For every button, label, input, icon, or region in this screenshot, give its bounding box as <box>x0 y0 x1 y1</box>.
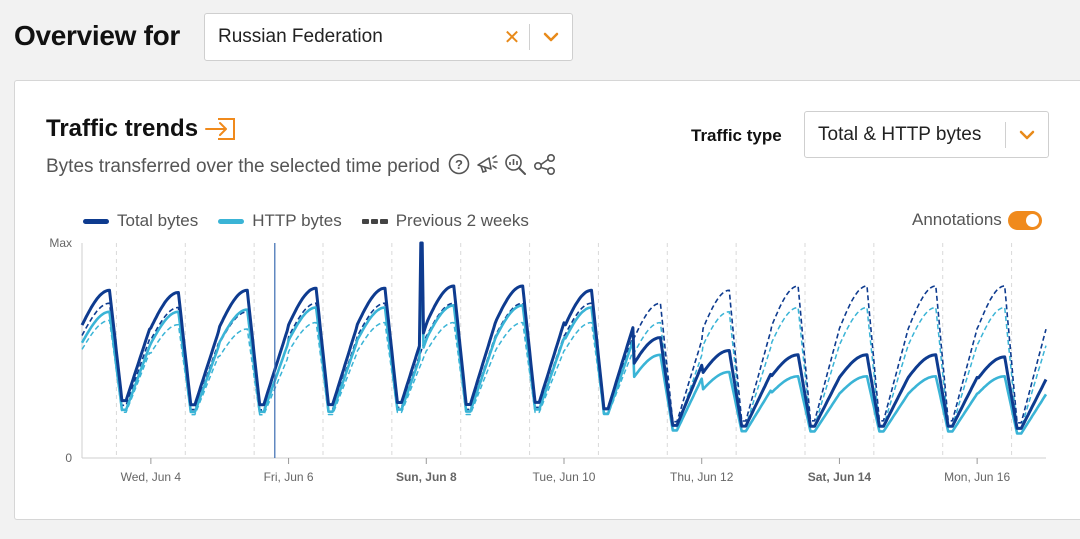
toggle-knob <box>1025 213 1039 227</box>
x-tick-label: Mon, Jun 16 <box>944 470 1010 484</box>
export-icon[interactable] <box>204 116 238 142</box>
help-icon[interactable]: ? <box>448 153 470 181</box>
card-subtitle: Bytes transferred over the selected time… <box>46 153 557 181</box>
y-tick-label-zero: 0 <box>65 451 72 465</box>
card-title: Traffic trends <box>46 115 238 143</box>
x-tick-label: Sun, Jun 8 <box>396 470 457 484</box>
chevron-down-icon[interactable] <box>530 32 572 42</box>
traffic-type-select[interactable]: Total & HTTP bytes <box>804 111 1049 158</box>
country-select-value: Russian Federation <box>218 26 383 47</box>
x-tick-label: Thu, Jun 12 <box>670 470 734 484</box>
x-tick-label: Tue, Jun 10 <box>533 470 596 484</box>
zoom-chart-icon[interactable] <box>504 153 528 181</box>
chevron-down-icon[interactable] <box>1006 130 1048 140</box>
card-title-text: Traffic trends <box>46 115 199 142</box>
page-title: Overview for <box>14 20 181 51</box>
traffic-trends-card: Traffic trends Bytes transferred over th… <box>14 80 1080 520</box>
series-line-0[interactable] <box>80 241 1048 430</box>
clear-icon[interactable]: ✕ <box>503 26 521 49</box>
series-line-1[interactable] <box>80 267 1048 435</box>
svg-text:?: ? <box>455 157 463 172</box>
country-select[interactable]: Russian Federation ✕ <box>204 13 573 61</box>
annotations-label: Annotations <box>912 210 1002 229</box>
legend-swatch-http <box>218 218 245 224</box>
traffic-chart[interactable]: Max 0 Wed, Jun 4 Fri, Jun 6 Sun, Jun 8 Tue, J… <box>15 81 1080 521</box>
legend-swatch-previous <box>361 218 388 224</box>
select-separator <box>529 24 530 50</box>
traffic-type-label: Traffic type <box>691 126 782 145</box>
x-tick-label: Sat, Jun 14 <box>808 470 872 484</box>
y-tick-label-max: Max <box>49 236 72 250</box>
select-separator <box>1005 121 1006 148</box>
announcement-icon[interactable] <box>475 153 499 181</box>
legend-item-previous[interactable]: Previous 2 weeks <box>361 211 529 231</box>
annotations-control: Annotations <box>912 210 1042 230</box>
subtitle-text: Bytes transferred over the selected time… <box>46 156 440 177</box>
legend-swatch-total <box>83 218 109 224</box>
legend-label-total: Total bytes <box>117 211 199 230</box>
chart-legend: Total bytes HTTP bytes Previous 2 weeks <box>83 211 549 231</box>
legend-label-previous: Previous 2 weeks <box>395 211 529 230</box>
traffic-type-value: Total & HTTP bytes <box>818 123 982 145</box>
share-icon[interactable] <box>533 153 557 181</box>
x-tick-label: Fri, Jun 6 <box>264 470 314 484</box>
series-line-2[interactable] <box>81 285 1047 424</box>
x-tick-label: Wed, Jun 4 <box>121 470 182 484</box>
legend-item-http[interactable]: HTTP bytes <box>218 211 342 231</box>
legend-item-total[interactable]: Total bytes <box>83 211 198 231</box>
annotations-toggle[interactable] <box>1007 210 1042 230</box>
legend-label-http: HTTP bytes <box>252 211 342 230</box>
